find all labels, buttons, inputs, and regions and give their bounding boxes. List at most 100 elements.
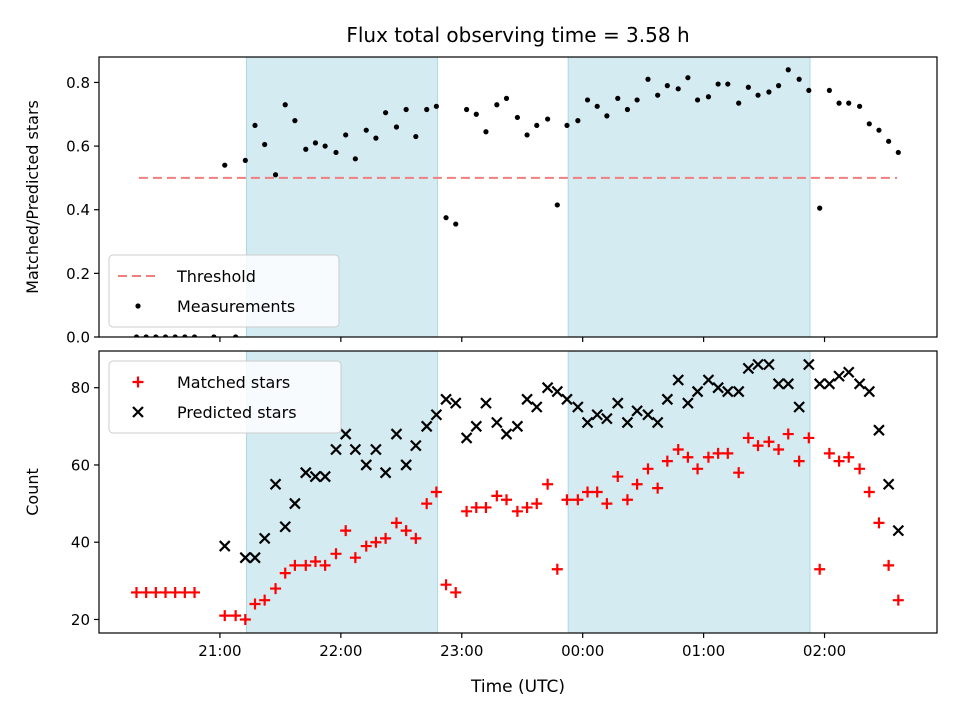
measurement-point	[153, 334, 159, 337]
predicted-point	[572, 401, 584, 413]
measurement-point	[705, 94, 712, 100]
highlight-span	[567, 56, 811, 338]
predicted-point	[742, 362, 755, 375]
matched-point	[873, 517, 885, 529]
measurement-point	[745, 84, 751, 90]
matched-point	[612, 471, 624, 483]
measurement-point	[615, 95, 621, 101]
matched-point	[259, 594, 271, 606]
measurement-point	[393, 124, 400, 130]
predicted-point	[691, 385, 704, 398]
y-tick-label: 80	[71, 379, 90, 397]
measurement-point	[817, 205, 823, 211]
measurement-point	[886, 138, 892, 144]
matched-point	[682, 451, 694, 463]
predicted-point	[330, 443, 342, 456]
predicted-point	[611, 397, 624, 409]
highlight-span	[567, 350, 811, 634]
measurement-point	[785, 67, 791, 73]
measurement-point	[282, 102, 288, 108]
measurement-point	[424, 106, 430, 113]
data-layer	[133, 67, 901, 337]
measurement-point	[303, 146, 309, 152]
predicted-point	[581, 416, 594, 429]
predicted-point	[491, 416, 503, 429]
matched-point	[814, 563, 826, 575]
matched-point	[319, 559, 331, 571]
measurement-point	[172, 334, 178, 337]
measurement-point	[182, 334, 188, 337]
measurement-point	[292, 118, 298, 124]
matched-point	[854, 463, 866, 475]
matched-point	[773, 444, 785, 456]
matched-point	[140, 586, 152, 598]
matched-point	[631, 478, 643, 490]
measurement-point	[222, 162, 228, 168]
predicted-point	[752, 358, 764, 371]
predicted-point	[712, 381, 724, 394]
legend: Threshold Measurements	[108, 254, 340, 328]
measurement-point	[645, 76, 651, 82]
measurement-point	[664, 83, 670, 89]
measurement-point	[554, 202, 560, 208]
predicted-point	[379, 466, 392, 479]
matched-point	[863, 486, 875, 498]
measurement-point	[775, 83, 782, 89]
legend-box	[108, 254, 340, 328]
measurement-point	[514, 114, 520, 121]
matched-point	[249, 598, 261, 610]
predicted-point	[793, 401, 805, 413]
measurement-point	[694, 97, 701, 103]
matched-point	[843, 451, 855, 463]
measurement-point	[252, 122, 258, 129]
predicted-point	[672, 374, 685, 386]
matched-point	[360, 540, 372, 552]
matched-point	[642, 463, 654, 475]
matched-point	[491, 490, 503, 502]
predicted-point	[300, 466, 312, 479]
measurement-point	[857, 103, 863, 109]
matched-point	[702, 451, 714, 463]
predicted-point	[521, 393, 533, 406]
x-tick-label: 00:00	[561, 642, 604, 660]
predicted-point	[541, 381, 554, 394]
matched-point	[239, 613, 251, 625]
predicted-point	[551, 385, 564, 398]
predicted-point	[772, 378, 785, 390]
matched-point	[892, 594, 904, 606]
measurement-point	[133, 334, 140, 337]
measurement-point	[675, 86, 681, 92]
matched-point	[169, 586, 181, 598]
measurement-point	[895, 149, 901, 156]
x-axis-label: Time (UTC)	[470, 677, 565, 697]
predicted-point	[258, 532, 271, 545]
matched-point	[551, 563, 563, 575]
y-tick-label: 0.0	[66, 329, 90, 347]
predicted-point	[279, 520, 291, 533]
matched-point	[470, 501, 482, 513]
matched-point	[430, 486, 442, 498]
predicted-point	[842, 366, 855, 379]
predicted-point	[651, 416, 664, 429]
measurement-point	[352, 156, 358, 162]
measurement-point	[534, 122, 540, 129]
predicted-point	[591, 408, 603, 421]
measurement-point	[343, 132, 349, 138]
measurement-point	[755, 92, 761, 98]
matched-point	[340, 525, 352, 537]
matched-point	[652, 482, 664, 494]
matched-point	[370, 536, 382, 548]
predicted-point	[601, 412, 613, 425]
predicted-point	[269, 478, 282, 491]
predicted-point	[882, 478, 895, 491]
y-tick-label: 20	[71, 611, 90, 629]
measurement-point	[503, 95, 510, 101]
matched-point	[883, 559, 895, 571]
matched-point	[450, 586, 462, 598]
legend-box	[108, 360, 342, 434]
matched-point	[621, 494, 633, 506]
predicted-point	[249, 551, 261, 564]
measurement-point	[483, 129, 489, 135]
x-tick-label: 23:00	[440, 642, 483, 660]
